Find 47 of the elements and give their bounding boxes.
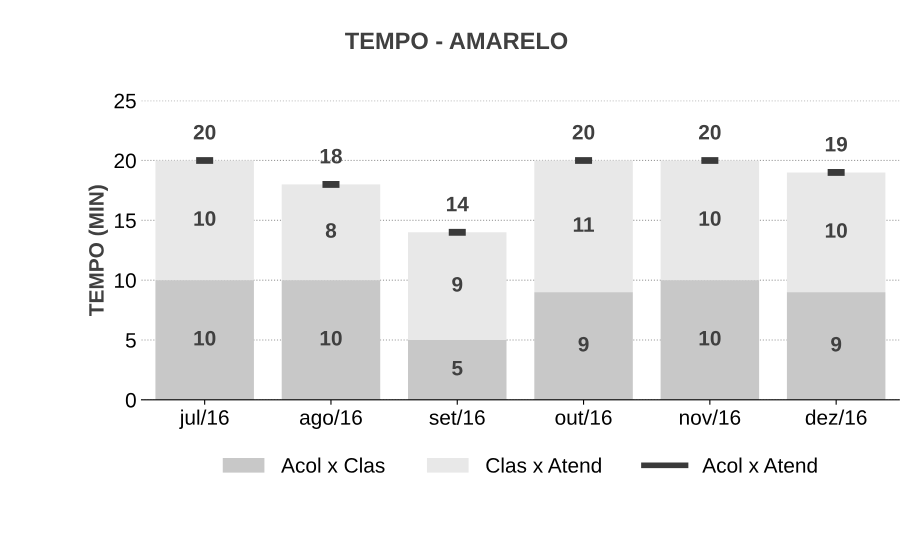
legend-label: Clas x Atend xyxy=(486,457,601,473)
data-label: 10 xyxy=(194,330,216,346)
bar xyxy=(282,184,380,280)
bar xyxy=(155,160,254,280)
data-label: 14 xyxy=(446,196,469,212)
data-label: 19 xyxy=(826,136,847,152)
y-tick-label: 15 xyxy=(115,214,136,228)
data-label: 20 xyxy=(572,124,594,140)
data-label: 9 xyxy=(831,336,842,352)
y-tick-label: 25 xyxy=(114,94,136,108)
y-tick-label: 0 xyxy=(126,392,136,408)
x-tick-label: out/16 xyxy=(555,410,612,425)
legend-label: Acol x Atend xyxy=(702,457,817,473)
y-axis-title: TEMPO (MIN) xyxy=(88,185,108,316)
y-tick-label: 20 xyxy=(114,153,136,168)
y-tick-label: 10 xyxy=(115,273,136,288)
x-tick-label: ago/16 xyxy=(300,410,362,429)
bar xyxy=(534,160,633,292)
x-tick-label: jul/16 xyxy=(179,410,229,429)
bar xyxy=(155,280,254,400)
x-tick-label: set/16 xyxy=(429,410,485,425)
data-label: 5 xyxy=(452,360,462,376)
data-label: 10 xyxy=(700,211,721,226)
data-label: 10 xyxy=(320,330,342,346)
bar xyxy=(786,292,886,400)
data-label: 20 xyxy=(194,124,216,140)
bar xyxy=(534,292,633,400)
legend-label: Acol x Clas xyxy=(281,457,385,473)
data-label: 10 xyxy=(700,330,721,346)
data-label: 9 xyxy=(452,276,462,292)
y-tick-label: 5 xyxy=(126,333,136,348)
data-label: 18 xyxy=(320,148,342,164)
chart-title: TEMPO - AMARELO xyxy=(345,32,568,50)
bar xyxy=(408,340,507,400)
data-label: 10 xyxy=(826,223,847,238)
bar xyxy=(660,280,760,400)
bar xyxy=(660,160,760,280)
bar xyxy=(282,280,380,400)
data-label: 10 xyxy=(194,211,216,226)
data-label: 9 xyxy=(578,336,589,352)
data-label: 11 xyxy=(574,217,594,232)
x-tick-label: dez/16 xyxy=(806,410,867,425)
bar xyxy=(408,232,507,340)
data-label: 8 xyxy=(326,223,336,238)
bar xyxy=(786,172,886,292)
data-label: 20 xyxy=(698,124,721,140)
x-tick-label: nov/16 xyxy=(680,410,740,425)
